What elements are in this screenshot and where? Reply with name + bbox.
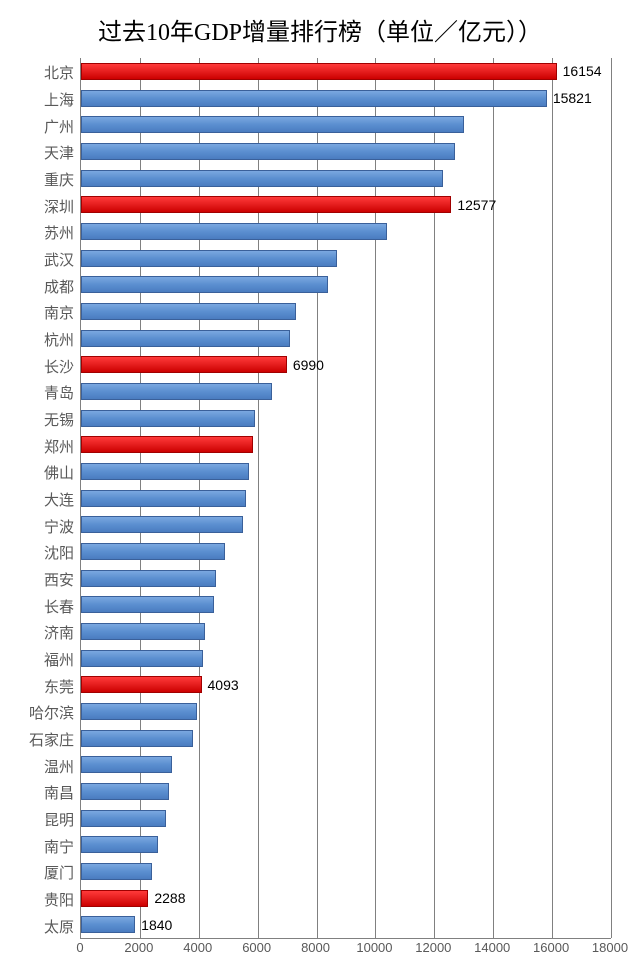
- bar: [81, 63, 557, 80]
- bar: [81, 116, 464, 133]
- y-category-label: 宁波: [0, 516, 74, 537]
- bar: [81, 383, 272, 400]
- bar: [81, 196, 451, 213]
- y-category-label: 厦门: [0, 862, 74, 883]
- bar: [81, 436, 253, 453]
- y-category-label: 太原: [0, 916, 74, 937]
- x-tick-label: 14000: [462, 940, 522, 955]
- y-category-label: 济南: [0, 622, 74, 643]
- x-tick-label: 6000: [227, 940, 287, 955]
- bar: [81, 890, 148, 907]
- x-gridline: [375, 58, 376, 938]
- y-category-label: 贵阳: [0, 889, 74, 910]
- y-category-label: 佛山: [0, 462, 74, 483]
- y-category-label: 西安: [0, 569, 74, 590]
- bar-value-label: 2288: [154, 890, 185, 906]
- y-category-label: 青岛: [0, 382, 74, 403]
- y-category-label: 武汉: [0, 249, 74, 270]
- bar: [81, 463, 249, 480]
- y-category-label: 福州: [0, 649, 74, 670]
- plot-area: 16154 15821 12577 6990 4093 2288 1840: [80, 58, 611, 939]
- bar: [81, 250, 337, 267]
- y-category-label: 温州: [0, 756, 74, 777]
- x-gridline: [434, 58, 435, 938]
- bar: [81, 810, 166, 827]
- bar: [81, 783, 169, 800]
- y-category-label: 苏州: [0, 222, 74, 243]
- y-category-label: 石家庄: [0, 729, 74, 750]
- bar: [81, 650, 203, 667]
- bar: [81, 223, 387, 240]
- bar: [81, 676, 202, 693]
- bar-value-label: 16154: [563, 63, 602, 79]
- bar: [81, 863, 152, 880]
- y-category-label: 昆明: [0, 809, 74, 830]
- y-category-label: 长春: [0, 596, 74, 617]
- x-gridline: [611, 58, 612, 938]
- y-category-label: 长沙: [0, 356, 74, 377]
- x-gridline: [552, 58, 553, 938]
- x-tick-label: 12000: [403, 940, 463, 955]
- bar: [81, 836, 158, 853]
- x-tick-label: 0: [50, 940, 110, 955]
- chart-title: 过去10年GDP增量排行榜（单位／亿元））: [0, 12, 640, 47]
- bar: [81, 143, 455, 160]
- y-category-label: 南京: [0, 302, 74, 323]
- y-category-label: 无锡: [0, 409, 74, 430]
- y-category-label: 沈阳: [0, 542, 74, 563]
- y-category-label: 哈尔滨: [0, 702, 74, 723]
- bar: [81, 623, 205, 640]
- x-tick-label: 8000: [286, 940, 346, 955]
- bar: [81, 730, 193, 747]
- y-category-label: 重庆: [0, 169, 74, 190]
- bar: [81, 330, 290, 347]
- y-category-label: 上海: [0, 89, 74, 110]
- y-category-label: 广州: [0, 116, 74, 137]
- y-category-label: 南昌: [0, 782, 74, 803]
- y-category-label: 北京: [0, 62, 74, 83]
- bar-value-label: 12577: [457, 197, 496, 213]
- y-category-label: 天津: [0, 142, 74, 163]
- bar-value-label: 4093: [208, 677, 239, 693]
- bar: [81, 543, 225, 560]
- bar: [81, 410, 255, 427]
- bar: [81, 703, 197, 720]
- bar: [81, 303, 296, 320]
- y-category-label: 成都: [0, 276, 74, 297]
- bar: [81, 170, 443, 187]
- x-gridline: [258, 58, 259, 938]
- bar: [81, 490, 246, 507]
- bar: [81, 596, 214, 613]
- bar: [81, 356, 287, 373]
- x-tick-label: 18000: [580, 940, 640, 955]
- x-tick-label: 2000: [109, 940, 169, 955]
- x-gridline: [317, 58, 318, 938]
- bar-value-label: 6990: [293, 357, 324, 373]
- x-tick-label: 16000: [521, 940, 581, 955]
- x-gridline: [493, 58, 494, 938]
- x-tick-label: 4000: [168, 940, 228, 955]
- bar: [81, 756, 172, 773]
- y-category-label: 大连: [0, 489, 74, 510]
- y-category-label: 南宁: [0, 836, 74, 857]
- bar: [81, 276, 328, 293]
- y-category-label: 杭州: [0, 329, 74, 350]
- bar-value-label: 15821: [553, 90, 592, 106]
- gdp-growth-bar-chart: 过去10年GDP增量排行榜（单位／亿元）） 16154 15821 12577 699…: [0, 0, 640, 976]
- bar-value-label: 1840: [141, 917, 172, 933]
- bar: [81, 570, 216, 587]
- x-tick-label: 10000: [344, 940, 404, 955]
- bar: [81, 90, 547, 107]
- y-category-label: 郑州: [0, 436, 74, 457]
- bar: [81, 516, 243, 533]
- bar: [81, 916, 135, 933]
- y-category-label: 深圳: [0, 196, 74, 217]
- y-category-label: 东莞: [0, 676, 74, 697]
